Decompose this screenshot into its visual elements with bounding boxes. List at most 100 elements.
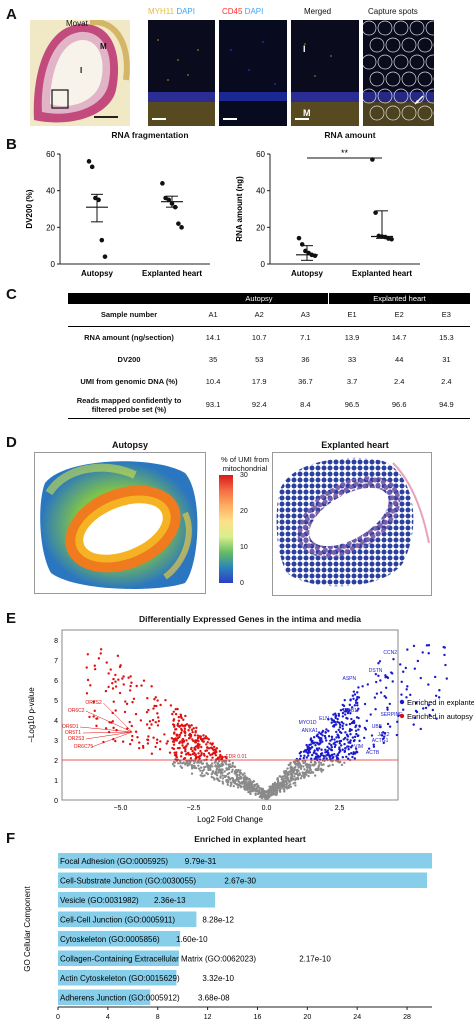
- volcano-point: [248, 790, 252, 794]
- volcano-point: [309, 747, 312, 750]
- volcano-point: [287, 785, 290, 789]
- volcano-point: [172, 738, 176, 741]
- volcano-point: [203, 754, 206, 757]
- panel-label-f: F: [6, 830, 16, 847]
- volcano-point: [236, 773, 239, 777]
- volcano-point: [156, 699, 159, 702]
- volcano-point: [175, 739, 178, 742]
- volcano-point: [200, 752, 203, 755]
- volcano-point: [320, 770, 323, 773]
- volcano-point: [326, 745, 329, 749]
- volcano-point: [286, 782, 289, 785]
- table-row: Reads mapped confidently to filtered pro…: [68, 392, 470, 418]
- volcano-point: [348, 703, 352, 707]
- merged-layer-m: M: [303, 108, 311, 118]
- volcano-point: [318, 742, 322, 745]
- fragmentation-y-tick-label: 40: [46, 187, 55, 196]
- volcano-point: [336, 733, 339, 736]
- volcano-point: [266, 792, 270, 795]
- volcano-plot: −5.0 −2.5 0.0 2.5 0 1 2 3 4 5 6 7 8 Log2 Fold Change −…: [27, 629, 474, 824]
- volcano-point: [352, 690, 356, 693]
- myh11-title: MYH11 DAPI: [148, 7, 195, 16]
- volcano-point: [324, 739, 328, 742]
- fragmentation-point: [102, 254, 108, 259]
- amount-x-tick-label: Explanted heart: [352, 269, 412, 278]
- volcano-point: [275, 792, 278, 795]
- volcano-point: [349, 733, 352, 736]
- volcano-point: [191, 750, 194, 753]
- volcano-x-tick-label: −2.5: [187, 805, 201, 812]
- volcano-point: [206, 741, 209, 744]
- capture-spot: [425, 20, 434, 36]
- volcano-point: [375, 692, 379, 695]
- movat-label: Movat: [66, 20, 88, 28]
- table-row-label: DV200: [117, 354, 141, 364]
- volcano-point: [327, 729, 330, 733]
- volcano-point: [296, 777, 300, 781]
- capture-spot: [385, 71, 401, 87]
- volcano-point: [427, 652, 430, 655]
- volcano-point: [168, 751, 172, 754]
- volcano-point: [228, 763, 232, 766]
- volcano-point: [445, 677, 448, 680]
- volcano-point: [400, 680, 403, 684]
- capture-spot: [393, 54, 409, 70]
- go-x-tick-label: 16: [254, 1014, 262, 1021]
- volcano-point: [321, 734, 324, 737]
- volcano-point: [154, 696, 157, 699]
- volcano-point: [385, 675, 389, 679]
- volcano-point: [351, 736, 355, 739]
- amount-y-tick-label: 60: [256, 150, 265, 159]
- capture-spot: [369, 105, 385, 121]
- volcano-point: [219, 772, 223, 775]
- volcano-point: [189, 753, 192, 756]
- volcano-point: [215, 747, 219, 750]
- go-bar-pvalue: 2.67e-30: [224, 876, 256, 885]
- volcano-point: [147, 735, 150, 738]
- fragmentation-y-tick-label: 60: [46, 150, 55, 159]
- volcano-point: [344, 713, 347, 716]
- volcano-point: [330, 721, 333, 724]
- volcano-point: [85, 692, 89, 695]
- volcano-point: [121, 677, 124, 680]
- volcano-point: [289, 779, 293, 782]
- volcano-point: [357, 728, 360, 731]
- fragmentation-y-tick-label: 0: [51, 260, 56, 269]
- volcano-point: [189, 733, 193, 737]
- volcano-point: [114, 680, 117, 683]
- volcano-point: [406, 648, 409, 651]
- volcano-point: [173, 731, 176, 734]
- myh11-title-dapi: DAPI: [174, 7, 195, 16]
- volcano-point: [298, 762, 301, 765]
- volcano-point: [382, 741, 385, 745]
- volcano-point: [198, 735, 202, 738]
- volcano-point: [352, 719, 356, 723]
- volcano-point: [183, 746, 186, 749]
- volcano-point: [299, 777, 303, 780]
- volcano-point: [263, 795, 267, 798]
- volcano-point: [303, 754, 306, 757]
- volcano-point: [400, 693, 403, 696]
- table-cell: 7.1: [300, 332, 311, 342]
- volcano-point: [194, 729, 197, 733]
- volcano-point: [374, 680, 378, 684]
- table-cell: 14.7: [391, 332, 407, 342]
- volcano-point: [254, 793, 257, 796]
- volcano-point: [251, 790, 254, 793]
- volcano-y-tick-label: 0: [54, 798, 58, 805]
- volcano-point: [211, 742, 214, 745]
- volcano-point: [421, 651, 424, 654]
- volcano-point: [306, 751, 310, 755]
- volcano-point: [224, 774, 228, 778]
- volcano-point: [260, 788, 263, 791]
- red-gene-label: OR6C2: [68, 708, 85, 714]
- volcano-point: [236, 770, 239, 773]
- volcano-point: [186, 764, 189, 767]
- volcano-point: [179, 715, 182, 718]
- volcano-point: [413, 716, 416, 719]
- volcano-point: [213, 778, 216, 781]
- volcano-point: [334, 723, 338, 726]
- volcano-point: [305, 756, 309, 759]
- volcano-point: [442, 645, 445, 649]
- volcano-point: [216, 762, 219, 765]
